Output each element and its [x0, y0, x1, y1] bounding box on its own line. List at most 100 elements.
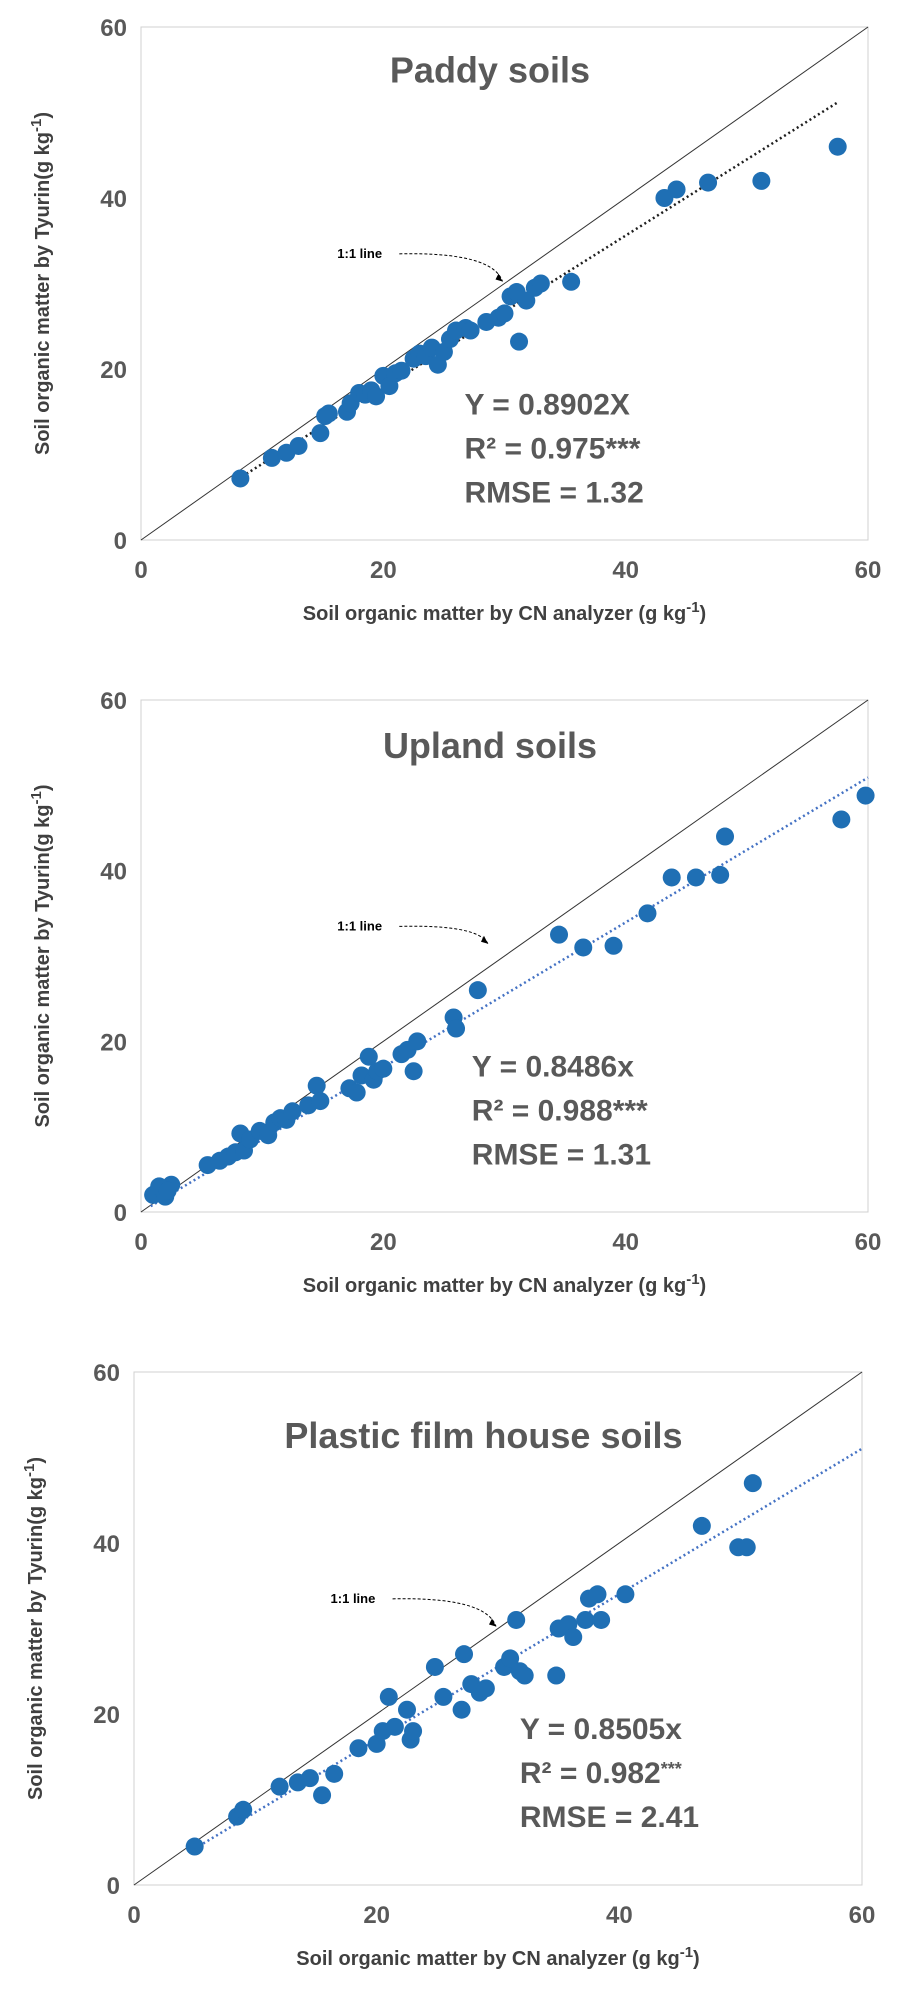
data-point [185, 1837, 204, 1856]
x-tick-label: 0 [134, 557, 147, 584]
data-point [385, 1717, 404, 1736]
data-point [856, 786, 875, 805]
data-point [832, 810, 851, 829]
x-tick-label: 60 [855, 1229, 882, 1256]
data-point [507, 1610, 526, 1629]
data-point [699, 173, 718, 192]
y-tick-label: 40 [100, 859, 127, 886]
data-point [359, 1047, 378, 1066]
y-tick-label: 20 [93, 1702, 120, 1729]
x-tick-label: 40 [612, 1229, 639, 1256]
x-tick-label: 60 [849, 1902, 876, 1929]
x-tick-label: 20 [370, 557, 397, 584]
data-point [562, 272, 581, 291]
one-to-one-arrowhead [495, 273, 503, 282]
one-to-one-arrowhead [480, 935, 488, 944]
y-tick-label: 60 [100, 688, 127, 715]
data-point [716, 827, 735, 846]
data-point [692, 1516, 711, 1535]
plot-area-frame [133, 1371, 863, 1886]
data-point [461, 321, 480, 340]
plot-area-frame [140, 699, 869, 1213]
data-point [455, 1645, 474, 1664]
data-point [452, 1700, 471, 1719]
y-tick-label: 20 [100, 357, 127, 384]
data-point [828, 137, 847, 156]
r-squared-value: R² = 0.975*** [465, 432, 641, 465]
x-tick-label: 0 [134, 1229, 147, 1256]
y-axis-label: Soil organic matter by Tyurin(g kg-1) [28, 784, 54, 1127]
data-point [495, 304, 514, 323]
data-point [311, 424, 330, 443]
data-point [517, 291, 536, 310]
data-point [325, 1764, 344, 1783]
x-tick-label: 20 [363, 1902, 390, 1929]
data-point [349, 1739, 368, 1758]
regression-trend-line [237, 101, 839, 481]
data-point [515, 1666, 534, 1685]
one-to-one-label: 1:1 line [331, 1591, 376, 1606]
data-point [398, 1700, 416, 1719]
y-axis-label: Soil organic matter by Tyurin(g kg-1) [21, 1457, 47, 1800]
x-tick-label: 20 [370, 1229, 397, 1256]
data-point [231, 469, 250, 488]
data-point [311, 1092, 330, 1111]
y-tick-label: 40 [100, 186, 127, 213]
x-axis-label: Soil organic matter by CN analyzer (g kg… [296, 1944, 699, 1970]
panel-title: Paddy soils [390, 50, 590, 91]
regression-equation: Y = 0.8505x [520, 1713, 682, 1746]
data-point [574, 938, 593, 957]
data-point [300, 1769, 319, 1788]
data-point [686, 868, 705, 887]
data-point [737, 1538, 756, 1557]
data-point [234, 1800, 253, 1819]
data-point [662, 868, 681, 887]
one-to-one-arrow [392, 1598, 497, 1627]
y-tick-label: 0 [114, 528, 127, 555]
data-point [347, 1083, 366, 1102]
y-tick-label: 20 [100, 1029, 127, 1056]
y-tick-label: 40 [93, 1531, 120, 1558]
data-point [550, 925, 569, 944]
rmse-value: RMSE = 2.41 [520, 1801, 699, 1834]
data-point [392, 361, 411, 380]
data-point [367, 387, 386, 406]
data-point [408, 1032, 427, 1051]
data-point [592, 1610, 611, 1629]
data-point [667, 180, 686, 199]
plot-area-frame [140, 26, 869, 541]
x-tick-label: 60 [855, 557, 882, 584]
x-tick-label: 0 [127, 1902, 140, 1929]
data-point [752, 171, 771, 190]
data-point [319, 404, 338, 423]
x-tick-label: 40 [612, 557, 639, 584]
data-point [743, 1474, 762, 1493]
one-to-one-arrowhead [489, 1618, 496, 1627]
one-to-one-arrow [399, 253, 503, 282]
y-tick-label: 0 [107, 1873, 120, 1900]
regression-equation: Y = 0.8902X [465, 388, 630, 421]
r-squared-value: R² = 0.988*** [472, 1094, 648, 1127]
data-point [447, 1019, 466, 1038]
data-point [510, 332, 529, 351]
panel-title: Upland soils [383, 725, 597, 766]
x-axis-label: Soil organic matter by CN analyzer (g kg… [303, 599, 706, 625]
regression-trend-line [150, 776, 869, 1208]
data-point [616, 1585, 635, 1604]
x-tick-label: 40 [606, 1902, 633, 1929]
one-to-one-label: 1:1 line [337, 246, 382, 261]
data-point [604, 936, 623, 955]
one-to-one-line [133, 1371, 863, 1886]
data-point [270, 1777, 289, 1796]
data-point [711, 865, 730, 884]
data-point [283, 1102, 302, 1121]
data-point [374, 1059, 393, 1078]
y-tick-label: 60 [100, 15, 127, 42]
one-to-one-label: 1:1 line [337, 918, 382, 933]
data-point [547, 1666, 566, 1685]
data-point [158, 1181, 177, 1200]
data-point [588, 1585, 607, 1604]
data-point [576, 1610, 595, 1629]
data-point [476, 1679, 495, 1698]
